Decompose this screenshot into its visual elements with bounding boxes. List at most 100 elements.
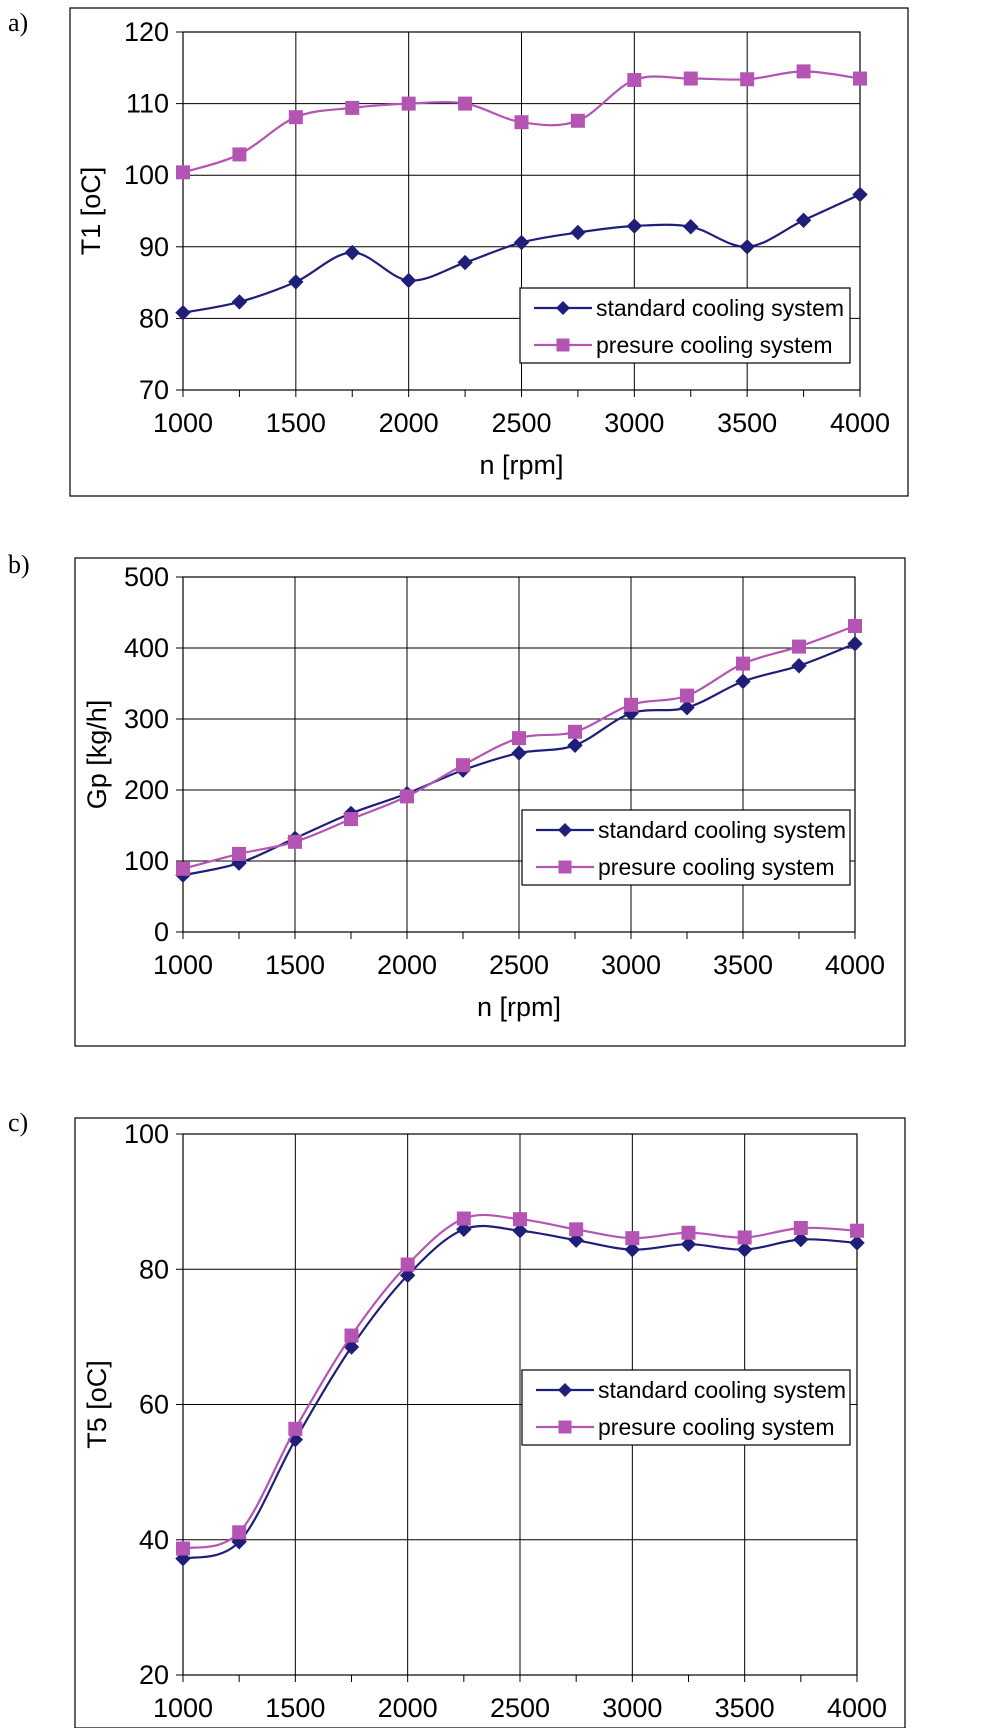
- x-axis-title: n [rpm]: [477, 992, 561, 1022]
- data-point-standard: [343, 1339, 360, 1355]
- x-tick-label: 2000: [378, 1693, 438, 1723]
- data-point-standard: [568, 1232, 584, 1248]
- data-point-presure: [176, 1541, 190, 1556]
- data-point-presure: [512, 731, 526, 746]
- y-axis-title: Gp [kg/h]: [82, 700, 112, 810]
- data-point-presure: [850, 1223, 864, 1238]
- data-point-presure: [740, 72, 755, 87]
- legend-marker-square: [558, 860, 572, 874]
- x-tick-label: 1500: [266, 408, 326, 438]
- y-tick-label: 100: [124, 1119, 169, 1149]
- data-point-presure: [401, 96, 416, 111]
- data-point-presure: [400, 1257, 415, 1272]
- x-tick-label: 3500: [717, 408, 777, 438]
- data-point-presure: [232, 147, 247, 162]
- data-point-standard: [344, 244, 360, 261]
- data-point-presure: [288, 1421, 303, 1436]
- y-tick-label: 90: [139, 232, 169, 262]
- data-point-presure: [793, 1220, 808, 1235]
- legend-marker-diamond: [556, 301, 570, 315]
- data-point-standard: [847, 636, 863, 652]
- data-point-standard: [736, 1241, 753, 1258]
- data-point-standard: [739, 239, 755, 255]
- legend-label: presure cooling system: [598, 854, 835, 880]
- data-point-presure: [570, 113, 585, 128]
- y-tick-label: 40: [139, 1525, 169, 1555]
- data-point-standard: [679, 699, 695, 716]
- data-point-standard: [456, 1221, 472, 1238]
- y-tick-label: 200: [124, 775, 169, 805]
- legend-marker-square: [558, 1420, 572, 1434]
- y-tick-label: 0: [154, 917, 169, 947]
- data-point-standard: [849, 1235, 865, 1251]
- legend-label: presure cooling system: [596, 332, 833, 358]
- data-point-presure: [624, 697, 638, 712]
- data-point-presure: [853, 71, 867, 86]
- data-point-presure: [456, 758, 470, 773]
- data-point-standard: [795, 212, 812, 229]
- x-tick-label: 1000: [153, 950, 213, 980]
- chart-c: 204060801001000150020002500300035004000n…: [74, 1117, 906, 1728]
- x-tick-label: 4000: [825, 950, 885, 980]
- data-point-presure: [288, 110, 303, 125]
- data-point-presure: [569, 1222, 584, 1237]
- x-tick-label: 2500: [491, 408, 551, 438]
- data-point-presure: [514, 115, 529, 130]
- panel-label-b: b): [8, 550, 30, 579]
- data-point-presure: [344, 1328, 359, 1343]
- y-axis-title: T5 [oC]: [82, 1360, 112, 1449]
- data-point-presure: [458, 96, 473, 111]
- legend-marker-diamond: [558, 823, 572, 837]
- x-tick-label: 3500: [715, 1693, 775, 1723]
- x-tick-label: 2500: [489, 950, 549, 980]
- data-point-presure: [796, 64, 811, 79]
- data-point-presure: [400, 789, 414, 804]
- data-point-presure: [568, 724, 582, 739]
- data-point-presure: [345, 100, 360, 115]
- legend-box: [521, 809, 851, 886]
- x-tick-label: 3000: [601, 950, 661, 980]
- data-point-standard: [511, 745, 527, 761]
- panel-label-c: c): [8, 1108, 29, 1137]
- data-point-standard: [457, 254, 473, 271]
- data-point-presure: [681, 1225, 696, 1240]
- x-tick-label: 4000: [827, 1693, 887, 1723]
- x-tick-label: 1000: [153, 1693, 213, 1723]
- legend-label: standard cooling system: [598, 1377, 846, 1403]
- data-point-standard: [513, 234, 530, 251]
- data-point-standard: [852, 186, 868, 203]
- data-point-presure: [288, 834, 302, 849]
- data-point-standard: [570, 224, 586, 241]
- data-point-presure: [848, 618, 862, 633]
- data-point-presure: [625, 1231, 640, 1246]
- x-tick-label: 2000: [379, 408, 439, 438]
- y-tick-label: 80: [139, 303, 169, 333]
- x-tick-label: 2000: [377, 950, 437, 980]
- chart-frame: [74, 557, 906, 1047]
- chart-a: 70 80 90 100 110 120 1000 1500 2000 2500 3000 3500 4…: [69, 7, 909, 497]
- data-point-presure: [736, 656, 750, 671]
- y-tick-label: 100: [124, 160, 169, 190]
- y-tick-label: 100: [124, 846, 169, 876]
- legend-label: standard cooling system: [596, 295, 844, 321]
- data-point-standard: [793, 1231, 809, 1248]
- data-point-standard: [175, 304, 191, 321]
- data-point-presure: [232, 846, 246, 861]
- x-tick-label: 3000: [602, 1693, 662, 1723]
- data-point-presure: [792, 639, 806, 654]
- panel-label-a: a): [8, 8, 29, 37]
- y-tick-label: 120: [124, 17, 169, 47]
- x-axis-title: n [rpm]: [479, 450, 563, 480]
- data-point-presure: [627, 72, 642, 87]
- x-tick-label: 3500: [713, 950, 773, 980]
- data-point-standard: [512, 1222, 528, 1239]
- x-tick-label: 4000: [830, 408, 890, 438]
- data-point-standard: [288, 274, 304, 290]
- y-tick-label: 300: [124, 704, 169, 734]
- y-tick-label: 60: [139, 1390, 169, 1420]
- data-point-standard: [231, 294, 248, 310]
- chart-b: 0 100 200 300 400 500 1000 1500 2000 2500 3000 3500…: [74, 557, 906, 1047]
- x-tick-label: 3000: [604, 408, 664, 438]
- legend-box: [519, 287, 851, 364]
- data-point-presure: [176, 861, 190, 876]
